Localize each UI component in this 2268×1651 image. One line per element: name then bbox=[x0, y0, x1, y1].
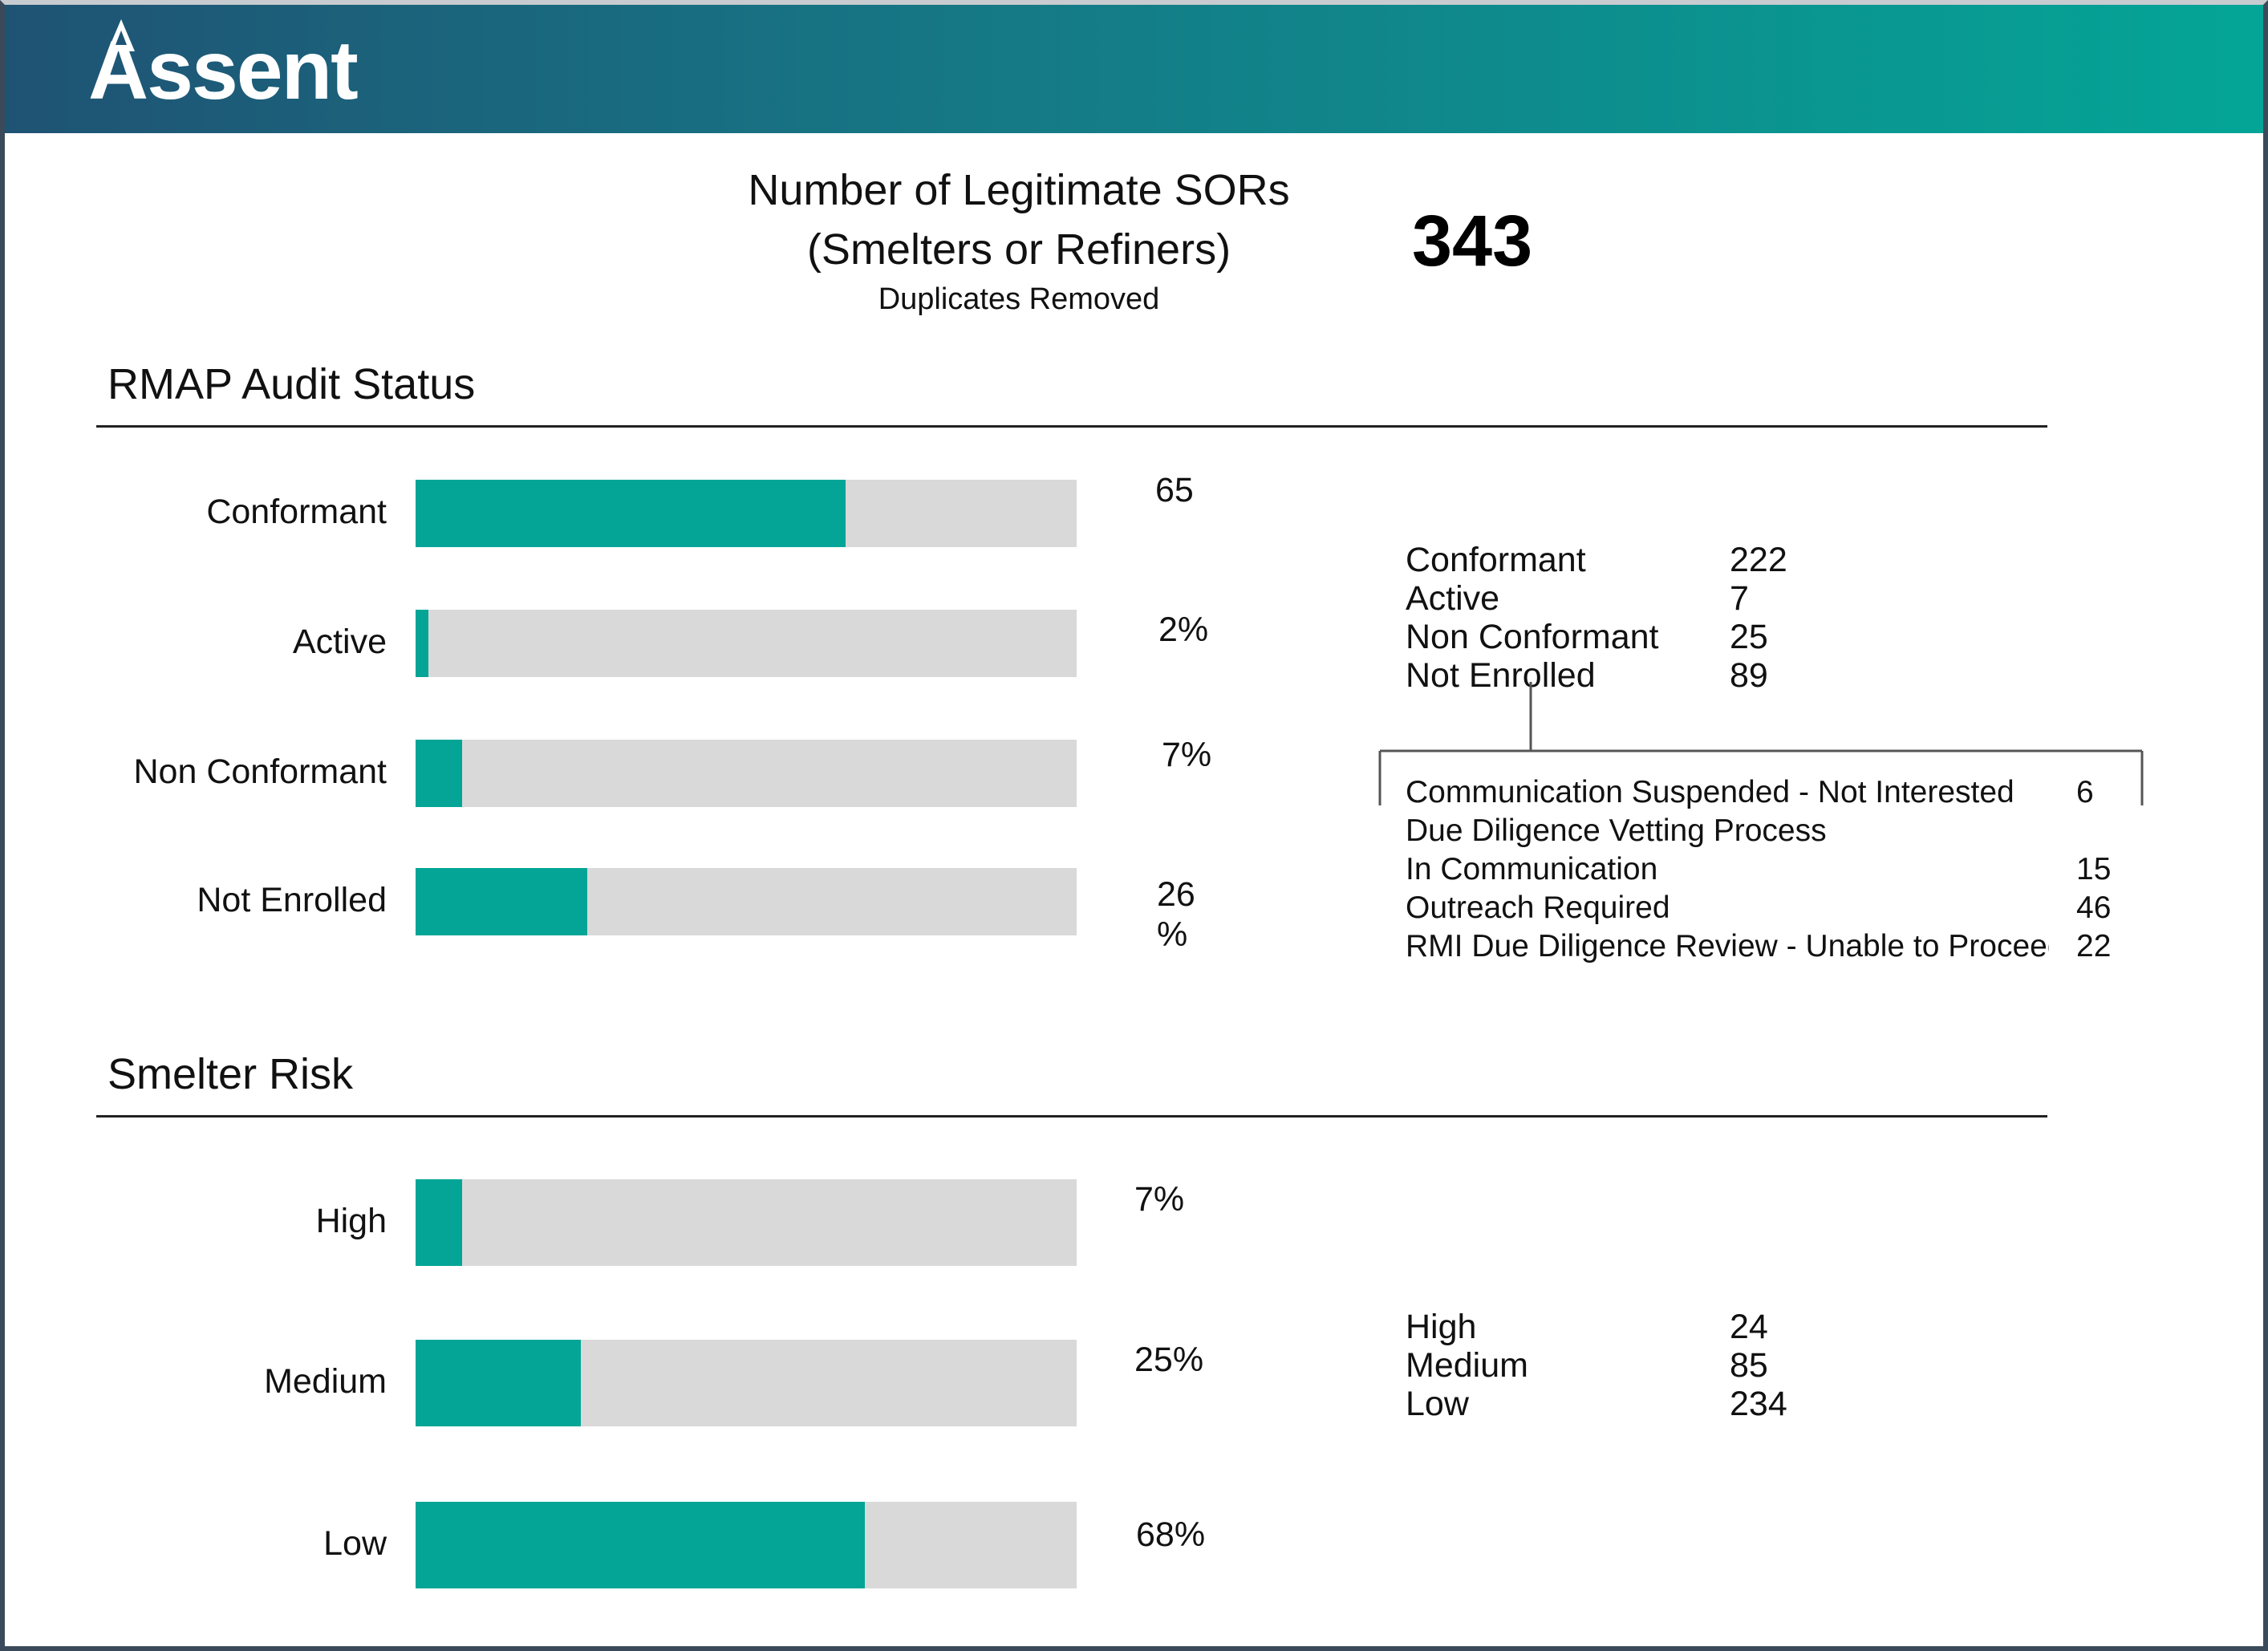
breakdown-label: RMI Due Diligence Review - Unable to Pro… bbox=[1406, 929, 2049, 963]
rmap-audit-status-track-conformant bbox=[416, 480, 1077, 547]
rmap-audit-status-track-non-conformant bbox=[416, 740, 1077, 807]
rmap-count-count: 89 bbox=[1730, 656, 1768, 695]
header-banner: Assent bbox=[5, 5, 2263, 133]
rmap-count-row: Conformant 222 bbox=[1406, 541, 1787, 579]
smelter-risk-bar-medium bbox=[416, 1340, 581, 1426]
breakdown-label: Communication Suspended - Not Interested bbox=[1406, 775, 2014, 809]
rmap-count-count: 25 bbox=[1730, 618, 1768, 656]
assent-logo: Assent bbox=[88, 19, 359, 119]
summary-subtitle: Duplicates Removed bbox=[878, 282, 1160, 316]
breakdown-label: Outreach Required bbox=[1406, 890, 1670, 925]
summary-title-line1: Number of Legitimate SORs bbox=[748, 166, 1290, 214]
risk-section-title: Smelter Risk bbox=[108, 1050, 354, 1098]
risk-count-count: 234 bbox=[1730, 1385, 1787, 1423]
rmap-count-label: Conformant bbox=[1406, 541, 1586, 579]
breakdown-row: Communication Suspended - Not Interested… bbox=[1406, 773, 2111, 812]
summary-title-line2: (Smelters or Refiners) bbox=[806, 225, 1231, 274]
rmap-audit-status-value-non-conformant: 7% bbox=[1162, 736, 1212, 774]
smelter-risk-track-low bbox=[416, 1502, 1077, 1588]
rmap-audit-status-bar-not-enrolled bbox=[416, 868, 588, 935]
logo-triangle-icon bbox=[108, 19, 135, 51]
rmap-audit-status-value-not-enrolled: 26 % bbox=[1157, 875, 1195, 954]
rmap-audit-status-bar-conformant bbox=[416, 480, 846, 547]
smelter-risk-value-medium: 25% bbox=[1134, 1341, 1204, 1379]
rmap-count-row: Not Enrolled 89 bbox=[1406, 656, 1787, 695]
smelter-risk-bar-high bbox=[416, 1179, 462, 1266]
breakdown-count: 6 bbox=[2076, 775, 2094, 809]
breakdown-row: Outreach Required 46 bbox=[1406, 889, 2111, 927]
rmap-count-label: Active bbox=[1406, 579, 1500, 618]
risk-count-label: Medium bbox=[1406, 1346, 1528, 1385]
rmap-count-row: Active 7 bbox=[1406, 579, 1787, 618]
smelter-risk-value-low: 68% bbox=[1136, 1515, 1206, 1554]
rmap-count-row: Non Conformant 25 bbox=[1406, 618, 1787, 656]
risk-section-rule bbox=[96, 1115, 2047, 1118]
risk-count-label: Low bbox=[1406, 1385, 1469, 1423]
rmap-audit-status-label-active: Active bbox=[292, 623, 387, 661]
rmap-audit-status-label-conformant: Conformant bbox=[206, 493, 387, 531]
rmap-audit-status-track-active bbox=[416, 610, 1077, 677]
rmap-audit-status-value-conformant: 65 bbox=[1155, 471, 1194, 509]
rmap-count-label: Non Conformant bbox=[1406, 618, 1659, 656]
not-enrolled-bracket bbox=[1378, 682, 2144, 805]
breakdown-row: Due Diligence Vetting Process bbox=[1406, 812, 2111, 850]
breakdown-label: In Communication bbox=[1406, 852, 1658, 886]
breakdown-count: 46 bbox=[2076, 890, 2112, 925]
breakdown-count: 22 bbox=[2076, 929, 2112, 963]
rmap-audit-status-value-active: 2% bbox=[1158, 611, 1209, 649]
breakdown-row: RMI Due Diligence Review - Unable to Pro… bbox=[1406, 927, 2111, 966]
smelter-risk-bar-low bbox=[416, 1502, 866, 1588]
rmap-count-count: 7 bbox=[1730, 579, 1749, 618]
risk-count-row: High 24 bbox=[1406, 1308, 1787, 1346]
breakdown-count: 15 bbox=[2076, 852, 2112, 886]
risk-count-row: Medium 85 bbox=[1406, 1346, 1787, 1385]
rmap-count-count: 222 bbox=[1730, 541, 1787, 579]
smelter-risk-track-high bbox=[416, 1179, 1077, 1266]
smelter-risk-track-medium bbox=[416, 1340, 1077, 1426]
smelter-risk-label-medium: Medium bbox=[264, 1362, 387, 1401]
not-enrolled-breakdown-table: Communication Suspended - Not Interested… bbox=[1406, 773, 2111, 966]
rmap-section-rule bbox=[96, 425, 2047, 428]
rmap-audit-status-label-non-conformant: Non Conformant bbox=[133, 752, 387, 791]
risk-count-count: 24 bbox=[1730, 1308, 1768, 1346]
breakdown-label: Due Diligence Vetting Process bbox=[1406, 813, 1827, 848]
breakdown-count bbox=[2049, 812, 2076, 850]
rmap-audit-status-label-not-enrolled: Not Enrolled bbox=[197, 881, 387, 919]
risk-count-label: High bbox=[1406, 1308, 1477, 1346]
logo-text: Assent bbox=[88, 23, 359, 117]
risk-counts-table: High 24 Medium 85 Low 234 bbox=[1406, 1308, 1787, 1423]
summary-title: Number of Legitimate SORs (Smelters or R… bbox=[658, 160, 1380, 319]
smelter-risk-value-high: 7% bbox=[1134, 1180, 1185, 1219]
rmap-audit-status-track-not-enrolled bbox=[416, 868, 1077, 935]
rmap-section-title: RMAP Audit Status bbox=[108, 360, 476, 408]
rmap-count-label: Not Enrolled bbox=[1406, 656, 1596, 695]
smelter-risk-label-high: High bbox=[315, 1202, 387, 1240]
risk-count-row: Low 234 bbox=[1406, 1385, 1787, 1423]
total-sor-count: 343 bbox=[1412, 201, 1533, 282]
rmap-counts-table: Conformant 222 Active 7 Non Conformant 25 Not … bbox=[1406, 541, 1787, 695]
breakdown-row: In Communication 15 bbox=[1406, 850, 2111, 889]
rmap-audit-status-bar-active bbox=[416, 610, 429, 677]
smelter-risk-label-low: Low bbox=[323, 1524, 387, 1563]
rmap-audit-status-bar-non-conformant bbox=[416, 740, 462, 807]
risk-count-count: 85 bbox=[1730, 1346, 1768, 1385]
